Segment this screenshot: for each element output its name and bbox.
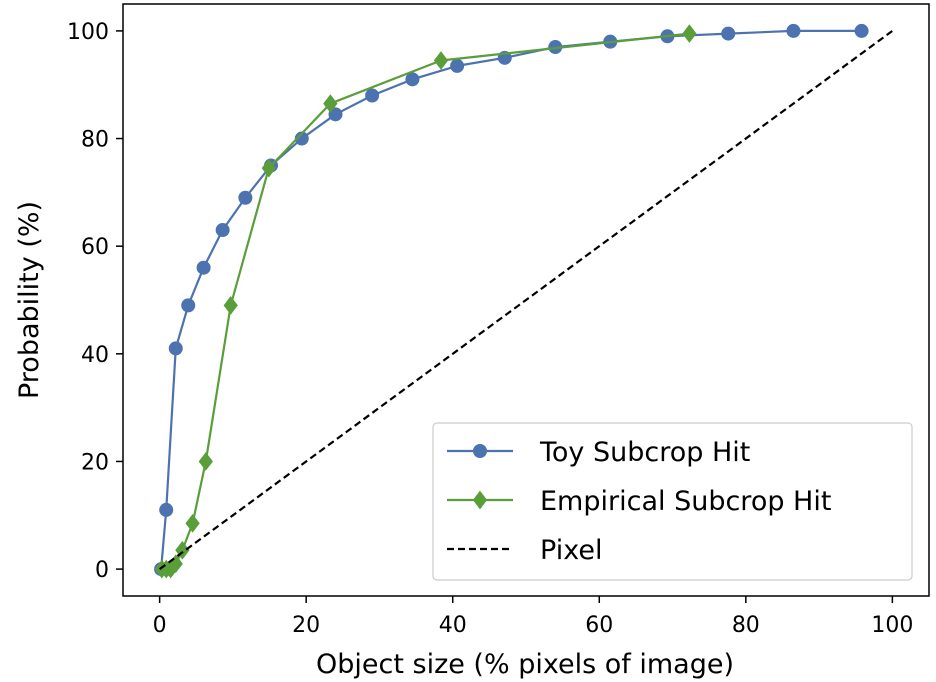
data-point <box>433 51 449 70</box>
data-point <box>159 502 174 517</box>
data-point <box>405 72 420 87</box>
data-point <box>198 452 213 471</box>
data-point <box>196 260 211 275</box>
y-tick-label: 20 <box>81 450 109 475</box>
legend: Toy Subcrop Hit Empirical Subcrop Hit Pixe… <box>432 422 913 581</box>
legend-marker <box>472 490 488 510</box>
data-point <box>682 24 697 43</box>
axes-frame <box>122 3 930 597</box>
series-line <box>158 30 894 570</box>
data-point <box>223 296 238 315</box>
x-tick-label: 20 <box>292 613 320 638</box>
y-axis-label: Probability (%) <box>14 201 45 399</box>
x-tick-label: 40 <box>439 613 467 638</box>
data-point <box>854 23 869 38</box>
x-tick-label: 80 <box>732 613 760 638</box>
data-point <box>450 58 465 73</box>
data-point <box>185 514 200 533</box>
x-tick-label: 0 <box>153 613 167 638</box>
x-axis-label: Object size (% pixels of image) <box>316 649 734 680</box>
axes-layer: 0 20 40 60 80 100 0 20 40 60 80 100 <box>67 3 930 638</box>
y-tick-label: 100 <box>67 20 109 45</box>
series-layer <box>154 23 894 579</box>
x-tick-label: 100 <box>871 613 913 638</box>
data-point <box>786 23 801 38</box>
data-point <box>238 190 253 205</box>
data-point <box>261 158 276 178</box>
legend-frame <box>432 422 913 581</box>
y-tick-label: 40 <box>81 343 109 368</box>
data-point <box>168 341 183 356</box>
x-tick-label: 60 <box>585 613 613 638</box>
data-point <box>323 94 338 113</box>
data-point <box>328 107 343 122</box>
data-point <box>181 298 196 313</box>
data-point <box>215 223 230 238</box>
legend-marker <box>473 444 487 458</box>
legend-label: Pixel <box>540 535 602 566</box>
series-2 <box>158 30 894 570</box>
data-point <box>721 26 736 41</box>
y-tick-label: 0 <box>95 558 109 583</box>
y-tick-label: 60 <box>81 235 109 260</box>
data-point <box>365 88 380 103</box>
legend-label: Toy Subcrop Hit <box>539 437 750 468</box>
legend-label: Empirical Subcrop Hit <box>540 486 831 517</box>
y-tick-label: 80 <box>81 128 109 153</box>
